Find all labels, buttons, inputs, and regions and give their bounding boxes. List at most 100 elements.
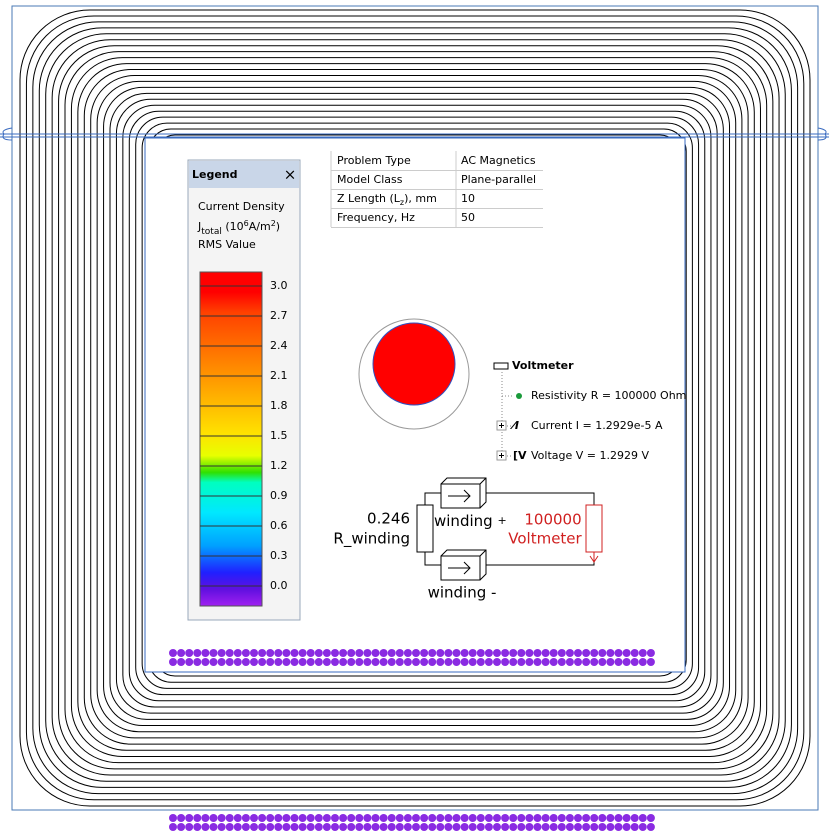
dot	[177, 814, 186, 822]
table-cell: AC Magnetics	[461, 154, 536, 167]
dot	[614, 658, 623, 666]
dot	[322, 658, 331, 666]
dot	[258, 649, 267, 657]
dot	[476, 658, 485, 666]
close-button[interactable]: ×	[284, 166, 297, 184]
table-cell: Z Length (Lz), mm	[337, 192, 437, 207]
dot	[395, 658, 404, 666]
resistance-value: 0.246	[367, 510, 410, 528]
dot	[533, 649, 542, 657]
dot	[266, 814, 275, 822]
dot	[185, 823, 194, 831]
dot	[420, 658, 429, 666]
tree-item: Voltage V = 1.2929 V	[531, 449, 649, 462]
boundary-line	[0, 127, 829, 141]
dot	[314, 823, 323, 831]
dot	[177, 658, 186, 666]
circuit	[416, 477, 603, 581]
dot	[533, 814, 542, 822]
domain-border	[11, 5, 819, 811]
dot	[274, 823, 283, 831]
dot	[355, 823, 364, 831]
dot	[322, 649, 331, 657]
field-line	[70, 57, 761, 757]
dot	[217, 823, 226, 831]
dot	[258, 814, 267, 822]
dot	[525, 658, 534, 666]
unit-pow: 2	[271, 219, 276, 228]
dot	[582, 823, 591, 831]
scale-label: 1.8	[270, 399, 288, 412]
dot	[266, 649, 275, 657]
dot	[428, 814, 437, 822]
conductor-dots	[169, 649, 655, 831]
dot	[565, 658, 574, 666]
dot	[331, 658, 339, 666]
dot	[444, 823, 453, 831]
dot	[614, 814, 623, 822]
dot	[201, 823, 210, 831]
dot	[484, 658, 493, 666]
dot	[225, 814, 234, 822]
dot	[371, 658, 380, 666]
dot	[290, 814, 299, 822]
symbol-sub: total	[201, 227, 222, 237]
dot	[638, 814, 647, 822]
dot	[387, 823, 396, 831]
dot	[590, 649, 599, 657]
dot	[630, 649, 639, 657]
dot	[606, 814, 615, 822]
dot	[314, 649, 323, 657]
dot	[225, 649, 234, 657]
dot	[468, 814, 477, 822]
field-line	[115, 98, 718, 714]
dot	[590, 658, 599, 666]
scale-label: 1.2	[270, 459, 288, 472]
voltmeter-tree: Voltmeter Resistivity R = 100000 Ohm ⁄I …	[493, 359, 686, 462]
dot	[622, 814, 631, 822]
dot	[209, 814, 218, 822]
field-line	[77, 63, 755, 751]
dot	[169, 823, 177, 831]
svg-text:[V: [V	[513, 449, 527, 462]
scale-label: 0.9	[270, 489, 288, 502]
dot	[460, 823, 469, 831]
dot	[436, 649, 445, 657]
dot	[468, 658, 477, 666]
dot	[339, 649, 348, 657]
resistance-name: R_winding	[333, 530, 410, 549]
dot	[314, 814, 323, 822]
field-line	[90, 74, 743, 739]
unit-exp: 6	[244, 219, 249, 228]
dot	[379, 814, 388, 822]
dot	[549, 649, 558, 657]
field-line	[38, 27, 792, 788]
dot	[517, 649, 526, 657]
dot	[614, 649, 623, 657]
dot	[169, 658, 177, 666]
dot	[290, 649, 299, 657]
field-line	[83, 69, 749, 745]
field-line	[109, 92, 724, 720]
dot	[533, 658, 542, 666]
dot	[412, 823, 420, 831]
dot	[517, 814, 526, 822]
dot	[493, 814, 501, 822]
dot	[606, 823, 615, 831]
dot	[476, 823, 485, 831]
dot	[371, 823, 380, 831]
winding-label: winding +	[434, 512, 507, 530]
dot	[468, 649, 477, 657]
dot	[484, 823, 493, 831]
dot	[169, 814, 177, 822]
dot	[371, 814, 380, 822]
dot	[646, 658, 655, 666]
dot	[525, 823, 534, 831]
dot	[622, 823, 631, 831]
dot	[412, 658, 420, 666]
field-line	[122, 104, 712, 708]
dot	[420, 814, 429, 822]
dot	[209, 823, 218, 831]
winding-sign: +	[497, 514, 506, 527]
dot	[598, 649, 607, 657]
